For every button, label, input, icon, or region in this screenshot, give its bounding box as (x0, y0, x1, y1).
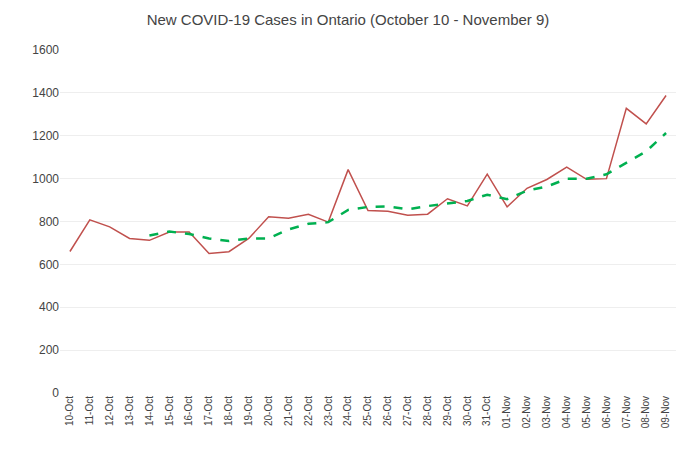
svg-text:0: 0 (52, 386, 59, 400)
svg-text:1200: 1200 (32, 129, 59, 143)
svg-text:30-Oct: 30-Oct (462, 396, 473, 426)
svg-text:18-Oct: 18-Oct (223, 396, 234, 426)
svg-text:12-Oct: 12-Oct (104, 396, 115, 426)
svg-text:01-Nov: 01-Nov (501, 396, 512, 428)
svg-text:New COVID-19 Cases in Ontario: New COVID-19 Cases in Ontario (October 1… (147, 11, 550, 28)
svg-text:200: 200 (39, 343, 59, 357)
svg-text:08-Nov: 08-Nov (640, 396, 651, 428)
svg-text:20-Oct: 20-Oct (263, 396, 274, 426)
svg-text:05-Nov: 05-Nov (581, 396, 592, 428)
svg-text:1400: 1400 (32, 86, 59, 100)
svg-text:25-Oct: 25-Oct (362, 396, 373, 426)
svg-text:10-Oct: 10-Oct (64, 396, 75, 426)
svg-text:27-Oct: 27-Oct (402, 396, 413, 426)
svg-text:14-Oct: 14-Oct (144, 396, 155, 426)
svg-text:21-Oct: 21-Oct (283, 396, 294, 426)
svg-text:11-Oct: 11-Oct (84, 396, 95, 425)
svg-text:13-Oct: 13-Oct (124, 396, 135, 426)
svg-text:02-Nov: 02-Nov (521, 396, 532, 428)
svg-text:1000: 1000 (32, 172, 59, 186)
svg-text:23-Oct: 23-Oct (323, 396, 334, 426)
svg-text:04-Nov: 04-Nov (561, 396, 572, 428)
svg-text:03-Nov: 03-Nov (541, 396, 552, 428)
svg-text:17-Oct: 17-Oct (203, 396, 214, 426)
svg-text:28-Oct: 28-Oct (422, 396, 433, 426)
svg-text:31-Oct: 31-Oct (481, 396, 492, 426)
svg-text:24-Oct: 24-Oct (342, 396, 353, 426)
svg-text:19-Oct: 19-Oct (243, 396, 254, 426)
svg-text:15-Oct: 15-Oct (164, 396, 175, 426)
svg-text:16-Oct: 16-Oct (183, 396, 194, 426)
svg-text:1600: 1600 (32, 43, 59, 57)
svg-text:22-Oct: 22-Oct (303, 396, 314, 426)
svg-text:400: 400 (39, 300, 59, 314)
svg-text:06-Nov: 06-Nov (601, 396, 612, 428)
svg-text:26-Oct: 26-Oct (382, 396, 393, 426)
svg-text:29-Oct: 29-Oct (442, 396, 453, 426)
svg-text:600: 600 (39, 258, 59, 272)
svg-text:07-Nov: 07-Nov (621, 396, 632, 428)
svg-text:800: 800 (39, 215, 59, 229)
svg-text:09-Nov: 09-Nov (660, 396, 671, 428)
